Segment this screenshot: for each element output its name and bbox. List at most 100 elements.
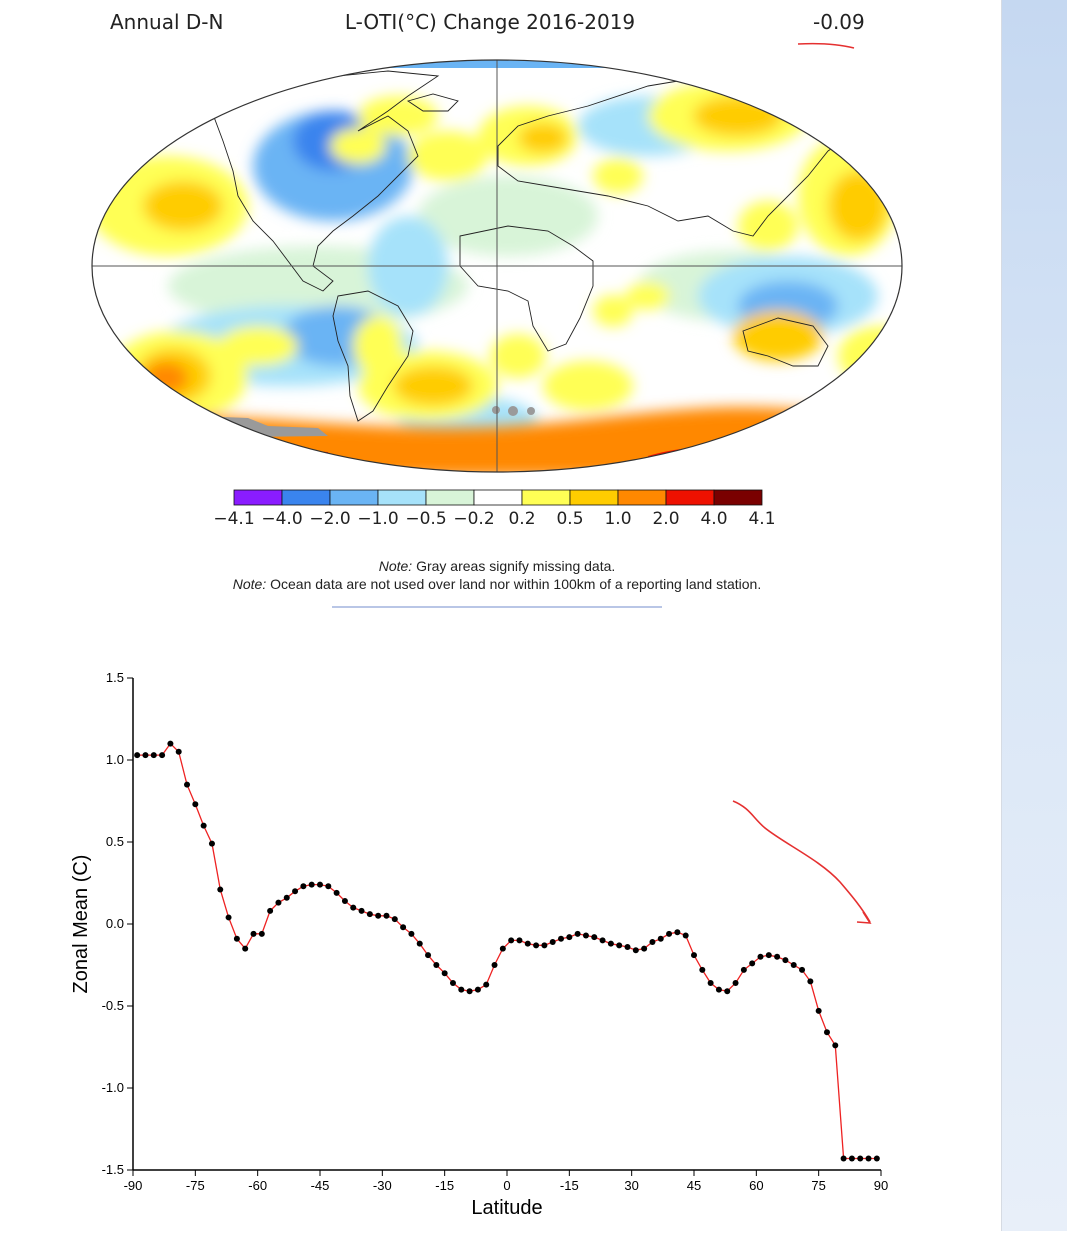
data-point [624, 943, 631, 950]
data-point [582, 932, 589, 939]
colorbar: −4.1 −4.0 −2.0 −1.0 −0.5 −0.2 0.2 0.5 1.0 2.0 4.0 4… [200, 488, 800, 532]
y-tick-label: -1.0 [102, 1080, 124, 1095]
data-point [757, 953, 764, 960]
data-point [682, 932, 689, 939]
data-point [333, 889, 340, 896]
colorbar-label: −2.0 [309, 509, 350, 529]
colorbar-label: 4.0 [700, 509, 727, 529]
data-point [225, 914, 232, 921]
data-point [159, 752, 166, 759]
data-point [483, 981, 490, 988]
data-point [674, 929, 681, 936]
period-label: Annual D-N [110, 10, 224, 34]
data-point [707, 980, 714, 987]
data-point [616, 942, 623, 949]
data-point [566, 934, 573, 941]
y-tick-label: 1.0 [106, 752, 124, 767]
data-point [749, 960, 756, 967]
x-tick-label: -45 [311, 1178, 330, 1193]
data-point [549, 939, 556, 946]
zonal-mean-chart: 1.5 1.0 0.5 0.0 -0.5 -1.0 -1.5 -90 -75 -60 -45 -30 -… [60, 660, 920, 1231]
colorbar-label: −0.2 [453, 509, 494, 529]
data-point [142, 752, 149, 759]
x-tick-label: -75 [186, 1178, 205, 1193]
data-point [823, 1029, 830, 1036]
data-point [175, 748, 182, 755]
map-title: L-OTI(°C) Change 2016-2019 [344, 10, 636, 34]
colorbar-swatch [377, 489, 427, 506]
data-point [607, 940, 614, 947]
note-text: Gray areas signify missing data. [416, 558, 616, 574]
colorbar-label: 0.5 [556, 509, 583, 529]
colorbar-swatch [233, 489, 283, 506]
data-point [408, 930, 415, 937]
data-point [449, 980, 456, 987]
colorbar-swatch [473, 489, 523, 506]
data-point [657, 935, 664, 942]
data-point [358, 907, 365, 914]
data-point [782, 957, 789, 964]
colorbar-label: −1.0 [357, 509, 398, 529]
data-point [441, 970, 448, 977]
data-point [740, 966, 747, 973]
data-point [150, 752, 157, 759]
data-point [765, 952, 772, 959]
data-point [317, 881, 323, 888]
data-point [250, 930, 257, 937]
data-point [283, 894, 290, 901]
note-missing-data: Note: Gray areas signify missing data. [0, 558, 994, 574]
data-point [300, 883, 307, 890]
red-arrow-head [856, 911, 872, 924]
colorbar-label: 1.0 [604, 509, 631, 529]
data-point [458, 986, 465, 993]
y-tick-label: 0.0 [106, 916, 124, 931]
colorbar-swatch [617, 489, 667, 506]
colorbar-swatch [329, 489, 379, 506]
x-tick-label: -60 [248, 1178, 267, 1193]
data-point [641, 945, 648, 952]
data-point [258, 930, 265, 937]
colorbar-swatch [281, 489, 331, 506]
red-underline-annotation [797, 42, 855, 49]
data-point [732, 980, 739, 987]
note-text: Ocean data are not used over land nor wi… [270, 576, 762, 592]
y-axis-label: Zonal Mean (C) [70, 855, 92, 994]
data-point [666, 930, 673, 937]
x-tick-label: 75 [811, 1178, 825, 1193]
data-point [267, 907, 274, 914]
colorbar-label: −0.5 [405, 509, 446, 529]
x-tick-label: -30 [373, 1178, 392, 1193]
data-point [499, 945, 506, 952]
colorbar-label: 0.2 [508, 509, 535, 529]
data-point [632, 947, 639, 954]
colorbar-label: 4.1 [748, 509, 775, 529]
global-mean-value: -0.09 [813, 10, 865, 34]
data-point [466, 988, 473, 995]
temperature-anomaly-map [88, 56, 908, 476]
data-point [308, 881, 315, 888]
x-tick-label: -15 [435, 1178, 454, 1193]
x-axis-label: Latitude [471, 1197, 542, 1219]
data-point [865, 1155, 872, 1162]
data-point [491, 962, 498, 968]
colorbar-swatch [521, 489, 571, 506]
y-tick-label: -1.5 [102, 1162, 124, 1177]
y-tick-label: 0.5 [106, 834, 124, 849]
data-point [208, 840, 215, 847]
data-point [533, 942, 540, 949]
y-tick-label: 1.5 [106, 670, 124, 685]
data-point [217, 886, 224, 893]
data-point [275, 899, 282, 906]
colorbar-label: 2.0 [652, 509, 679, 529]
data-point [134, 752, 141, 759]
data-point [192, 801, 199, 808]
colorbar-label: −4.0 [261, 509, 302, 529]
data-point [474, 986, 481, 993]
data-point [433, 962, 440, 968]
data-point [857, 1155, 864, 1162]
x-tick-label: -90 [124, 1178, 143, 1193]
x-tick-label: -15 [560, 1178, 579, 1193]
data-point [807, 978, 814, 985]
series-line [137, 742, 877, 1160]
data-point [233, 935, 240, 942]
